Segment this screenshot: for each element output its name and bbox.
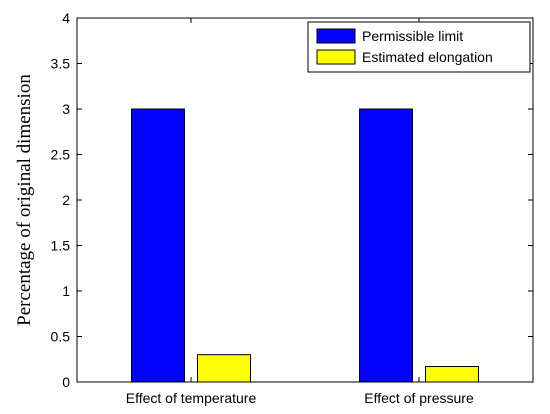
y-tick-label: 2.5 bbox=[51, 147, 71, 163]
y-tick-label: 4 bbox=[62, 10, 70, 26]
y-tick-label: 1.5 bbox=[51, 238, 71, 254]
bar-permissible-limit-1 bbox=[359, 108, 413, 383]
y-axis-title: Percentage of original dimension bbox=[14, 74, 35, 326]
legend-label: Permissible limit bbox=[362, 28, 463, 44]
legend-label: Estimated elongation bbox=[362, 49, 493, 65]
y-tick-label: 3 bbox=[62, 101, 70, 117]
legend-swatch bbox=[316, 49, 356, 65]
legend-swatch bbox=[316, 28, 356, 44]
y-tick-label: 0.5 bbox=[51, 329, 71, 345]
x-category-label: Effect of pressure bbox=[364, 390, 474, 406]
bar-permissible-limit-0 bbox=[131, 108, 185, 383]
legend: Permissible limit Estimated elongation bbox=[307, 21, 531, 73]
bar-estimated-elongation-0 bbox=[197, 354, 251, 383]
y-tick-label: 3.5 bbox=[51, 56, 71, 72]
y-tick-label: 0 bbox=[62, 374, 70, 390]
x-category-label: Effect of temperature bbox=[126, 390, 257, 406]
y-tick-label: 2 bbox=[62, 192, 70, 208]
plot-frame bbox=[76, 17, 534, 383]
bar-estimated-elongation-1 bbox=[425, 366, 479, 383]
y-tick-label: 1 bbox=[62, 283, 70, 299]
